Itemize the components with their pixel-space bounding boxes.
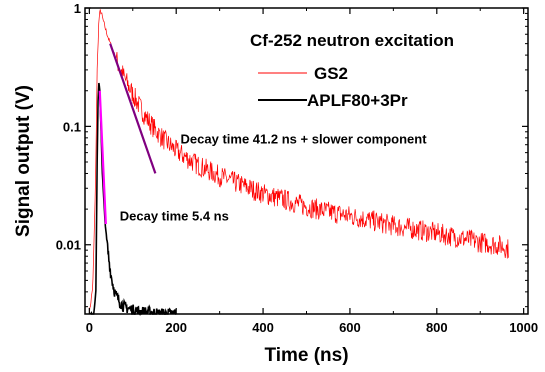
y-tick-label: 1 <box>74 1 81 16</box>
annotation-fast-decay: Decay time 5.4 ns <box>120 209 229 224</box>
y-tick-label: 0.1 <box>63 119 81 134</box>
x-axis-title: Time (ns) <box>264 345 348 366</box>
x-tick-label: 200 <box>165 320 187 335</box>
fit-curve-0 <box>109 43 157 174</box>
y-tick-label: 0.01 <box>56 238 81 253</box>
series-line-1 <box>88 82 177 316</box>
x-tick-label: 600 <box>339 320 361 335</box>
y-axis-title: Signal output (V) <box>13 85 34 237</box>
legend-label-aplf80: APLF80+3Pr <box>307 91 408 110</box>
x-tick-label: 400 <box>252 320 274 335</box>
fit-layer <box>98 43 157 225</box>
legend: Cf-252 neutron excitation GS2 APLF80+3Pr <box>250 31 454 110</box>
annotation-slow-decay: Decay time 41.2 ns + slower component <box>181 131 428 146</box>
x-tick-label: 800 <box>426 320 448 335</box>
legend-title: Cf-252 neutron excitation <box>250 31 454 50</box>
x-tick-label: 1000 <box>509 320 538 335</box>
legend-label-gs2: GS2 <box>314 64 348 83</box>
series-line-0 <box>88 9 509 315</box>
tick-layer: 0 200 400 600 800 1000 0.01 0.1 1 <box>56 1 538 335</box>
x-tick-label: 0 <box>86 320 93 335</box>
fit-curve-1 <box>98 90 107 225</box>
